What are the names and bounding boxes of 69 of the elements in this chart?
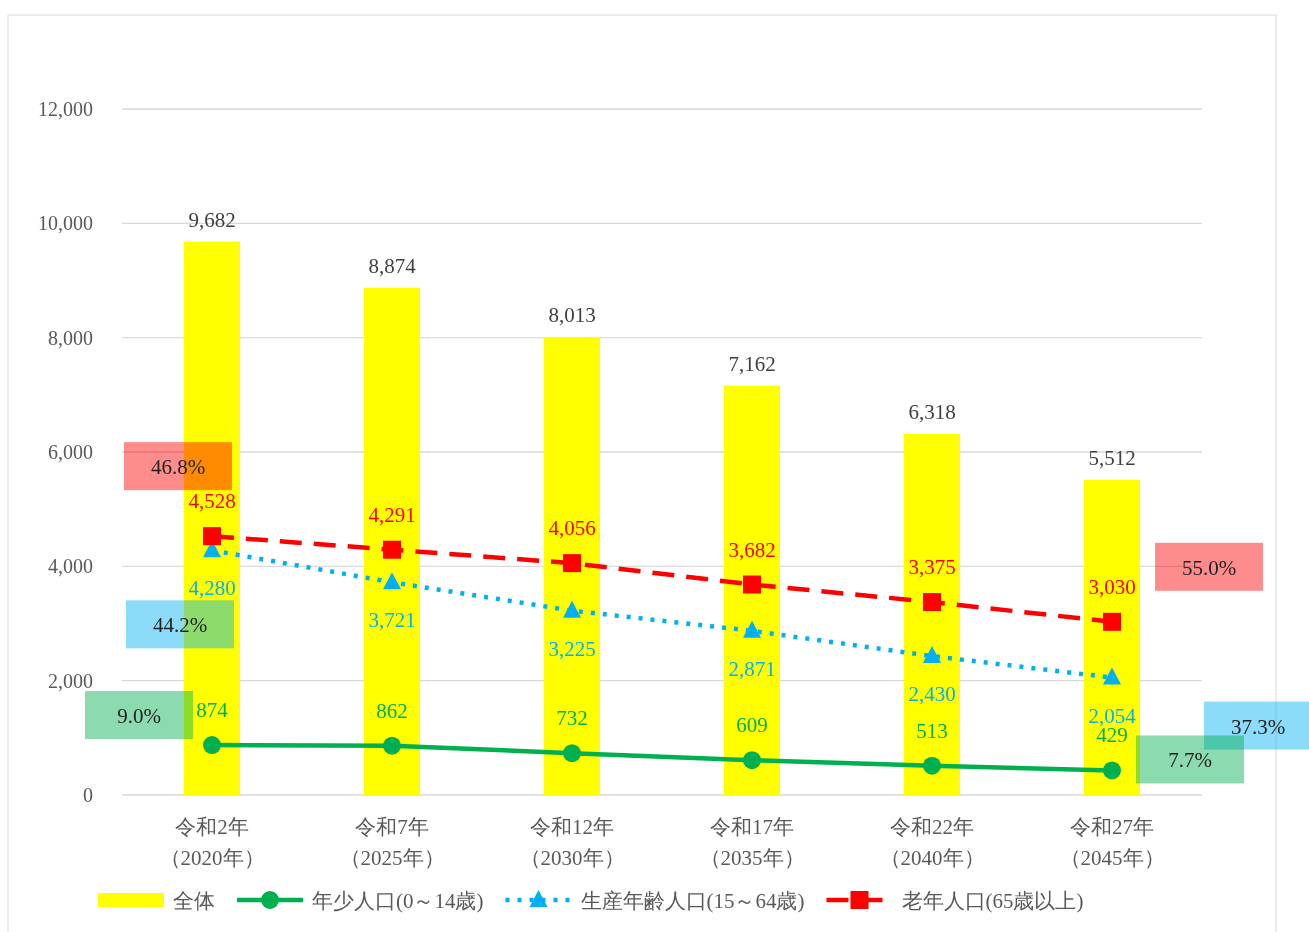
point: [383, 540, 401, 559]
y-tick-label: 0: [83, 784, 93, 806]
annotation: 9.0%: [117, 704, 161, 729]
legend-label: 年少人口(0～14歳): [312, 889, 484, 913]
point: [383, 736, 401, 755]
legend-label: 生産年齢人口(15～64歳): [580, 889, 805, 913]
data-label: 874: [196, 698, 229, 723]
data-label: 3,225: [548, 636, 596, 661]
data-label: 3,721: [368, 608, 416, 633]
point: [1103, 761, 1121, 780]
point: [563, 600, 581, 618]
x-tick-label: 令和17年（2035年）: [699, 815, 805, 870]
y-tick-label: 8,000: [48, 326, 93, 349]
data-label: 6,318: [908, 399, 956, 424]
y-tick-label: 12,000: [38, 98, 93, 120]
annotation: 7.7%: [1168, 748, 1212, 773]
data-label: 8,874: [368, 253, 417, 278]
annotation: 55.0%: [1155, 542, 1263, 591]
point: [203, 527, 221, 546]
point: [1103, 667, 1121, 685]
data-label: 609: [736, 713, 768, 738]
point: [923, 593, 941, 612]
point: [923, 756, 941, 775]
y-tick-label: 4,000: [48, 555, 93, 578]
point: [743, 575, 761, 594]
point: [563, 744, 581, 763]
point: [563, 554, 581, 573]
bar: [364, 287, 420, 795]
point: [743, 751, 761, 770]
x-tick-label: 令和22年（2040年）: [879, 815, 985, 870]
y-tick-label: 10,000: [38, 212, 93, 235]
data-label: 513: [916, 718, 948, 743]
x-tick-label: 令和2年（2020年）: [159, 815, 265, 870]
x-tick-label: 令和7年（2025年）: [339, 815, 445, 870]
data-label: 3,030: [1088, 574, 1136, 599]
data-label: 8,013: [548, 302, 596, 327]
data-label: 9,682: [188, 207, 236, 232]
data-label: 7,162: [728, 351, 776, 376]
data-label: 4,280: [188, 576, 236, 601]
point: [203, 736, 221, 755]
data-label: 2,430: [908, 682, 956, 707]
y-tick-label: 6,000: [48, 441, 93, 463]
point: [1103, 612, 1121, 631]
bar: [724, 385, 780, 795]
bar: [904, 433, 960, 795]
data-label: 2,054: [1088, 703, 1137, 728]
annotation: 55.0%: [1181, 555, 1237, 580]
data-label: 862: [376, 698, 408, 723]
data-label: 4,056: [548, 516, 596, 541]
data-label: 2,871: [728, 656, 776, 681]
annotation: 37.3%: [1204, 701, 1309, 750]
data-label: 5,512: [1088, 445, 1136, 470]
data-label: 3,682: [728, 537, 776, 562]
annotation: 9.0%: [85, 691, 193, 740]
legend-label: 老年人口(65歳以上): [901, 889, 1084, 913]
legend-label: 全体: [173, 889, 215, 913]
data-label: 3,375: [908, 555, 956, 580]
x-tick-label: 令和12年（2030年）: [519, 815, 625, 870]
annotation: 7.7%: [1136, 735, 1244, 784]
y-tick-label: 2,000: [48, 669, 93, 692]
point: [383, 572, 401, 590]
point: [923, 646, 941, 664]
data-label: 4,528: [188, 489, 236, 514]
x-tick-label: 令和27年（2045年）: [1059, 815, 1165, 870]
bar: [544, 336, 600, 795]
bar: [1084, 479, 1140, 795]
point: [743, 620, 761, 638]
data-label: 4,291: [368, 502, 416, 527]
data-label: 732: [556, 706, 588, 731]
